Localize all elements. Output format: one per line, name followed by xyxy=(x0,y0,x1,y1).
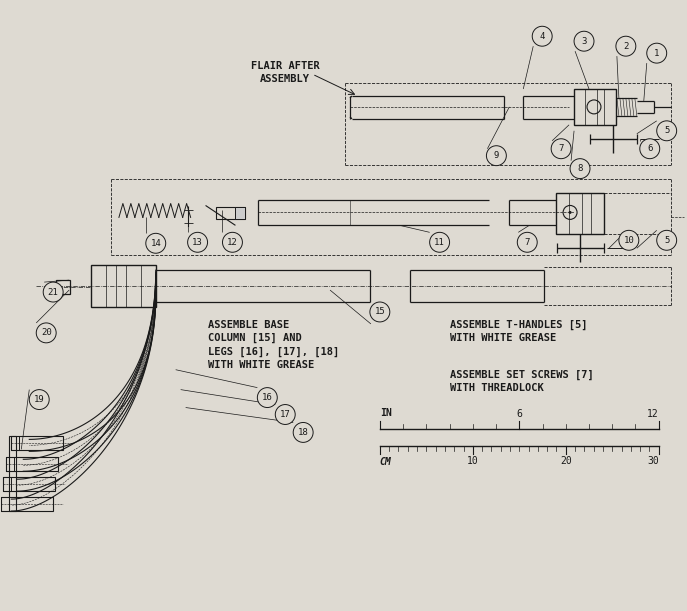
Circle shape xyxy=(619,230,639,251)
Bar xyxy=(236,208,245,219)
Text: 15: 15 xyxy=(374,307,385,316)
Text: 13: 13 xyxy=(192,238,203,247)
Bar xyxy=(10,436,16,511)
Text: FLAIR AFTER
ASSEMBLY: FLAIR AFTER ASSEMBLY xyxy=(251,61,319,84)
Text: 2: 2 xyxy=(623,42,629,51)
Text: 16: 16 xyxy=(262,393,273,402)
Text: 1: 1 xyxy=(654,49,660,57)
Bar xyxy=(345,83,668,164)
Circle shape xyxy=(43,282,63,302)
Text: 21: 21 xyxy=(48,288,58,296)
Bar xyxy=(12,436,63,450)
Circle shape xyxy=(646,43,666,63)
Text: 19: 19 xyxy=(34,395,45,404)
Text: 17: 17 xyxy=(280,410,291,419)
Text: ASSEMBLE SET SCREWS [7]
WITH THREADLOCK: ASSEMBLE SET SCREWS [7] WITH THREADLOCK xyxy=(449,370,594,393)
Text: 10: 10 xyxy=(624,236,634,245)
Circle shape xyxy=(570,159,590,178)
Bar xyxy=(91,265,156,307)
Text: 18: 18 xyxy=(297,428,308,437)
Text: 9: 9 xyxy=(494,151,499,160)
Circle shape xyxy=(640,139,660,159)
Circle shape xyxy=(569,211,572,214)
Bar xyxy=(1,497,53,511)
Text: IN: IN xyxy=(380,409,392,419)
Circle shape xyxy=(258,387,278,408)
Text: 6: 6 xyxy=(647,144,653,153)
Circle shape xyxy=(574,31,594,51)
Text: 5: 5 xyxy=(664,236,669,245)
Text: ASSEMBLE T-HANDLES [5]
WITH WHITE GREASE: ASSEMBLE T-HANDLES [5] WITH WHITE GREASE xyxy=(449,320,587,343)
Text: 20: 20 xyxy=(41,328,52,337)
Text: 7: 7 xyxy=(525,238,530,247)
Circle shape xyxy=(551,139,571,159)
Text: 5: 5 xyxy=(664,126,669,135)
Circle shape xyxy=(36,323,56,343)
Text: 11: 11 xyxy=(434,238,445,247)
Text: CM: CM xyxy=(380,457,392,467)
Text: ASSEMBLE BASE
COLUMN [15] AND
LEGS [16], [17], [18]
WITH WHITE GREASE: ASSEMBLE BASE COLUMN [15] AND LEGS [16],… xyxy=(207,320,339,370)
Text: 30: 30 xyxy=(647,456,659,466)
Text: 4: 4 xyxy=(539,32,545,41)
Circle shape xyxy=(223,232,243,252)
Circle shape xyxy=(146,233,166,253)
Bar xyxy=(556,192,604,235)
Circle shape xyxy=(429,232,449,252)
Circle shape xyxy=(188,232,207,252)
Text: 14: 14 xyxy=(150,239,161,248)
Text: 6: 6 xyxy=(517,409,522,420)
Circle shape xyxy=(293,422,313,442)
Circle shape xyxy=(532,26,552,46)
Bar xyxy=(56,280,70,294)
Bar xyxy=(6,457,58,471)
Bar xyxy=(574,89,616,125)
Circle shape xyxy=(517,232,537,252)
Text: 7: 7 xyxy=(559,144,564,153)
Circle shape xyxy=(657,121,677,141)
Text: 20: 20 xyxy=(560,456,572,466)
Circle shape xyxy=(275,404,295,425)
Bar xyxy=(3,477,55,491)
Circle shape xyxy=(616,36,635,56)
Text: 8: 8 xyxy=(577,164,583,173)
Circle shape xyxy=(657,230,677,251)
Circle shape xyxy=(486,146,506,166)
Circle shape xyxy=(30,390,49,409)
Text: 12: 12 xyxy=(647,409,659,420)
Text: 3: 3 xyxy=(581,37,587,46)
Text: 10: 10 xyxy=(467,456,479,466)
Text: 12: 12 xyxy=(227,238,238,247)
Bar xyxy=(216,208,245,219)
Circle shape xyxy=(370,302,390,322)
